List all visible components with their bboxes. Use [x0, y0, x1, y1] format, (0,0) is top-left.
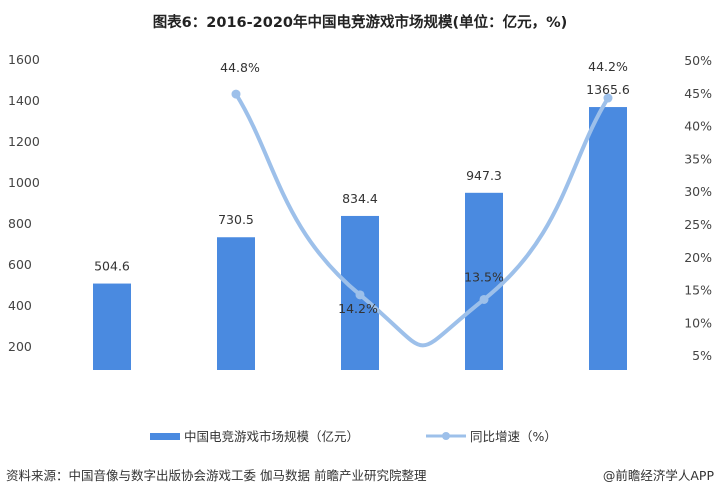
right-tick-label: 5% — [692, 348, 712, 363]
left-tick-label: 1600 — [8, 52, 40, 67]
right-tick-label: 30% — [684, 184, 712, 199]
left-tick-label: 600 — [8, 257, 32, 272]
right-axis: 5% 10% 15% 20% 25% 30% 35% 40% 45% 50% — [684, 53, 712, 363]
data-labels: 504.6 730.5 834.4 947.3 1365.6 44.8% 14.2% 13.5… — [94, 59, 630, 316]
left-tick-label: 1000 — [8, 175, 40, 190]
bar-value-label: 947.3 — [466, 168, 502, 183]
right-tick-label: 45% — [684, 86, 712, 101]
bar-value-label: 504.6 — [94, 259, 130, 274]
credit: @前瞻经济学人APP — [603, 468, 715, 483]
bar-2017 — [217, 237, 255, 370]
right-tick-label: 40% — [684, 119, 712, 134]
growth-value-label: 44.8% — [220, 60, 260, 75]
bar-value-label: 730.5 — [218, 212, 254, 227]
growth-point-2020 — [603, 93, 613, 103]
right-tick-label: 10% — [684, 315, 712, 330]
right-tick-label: 20% — [684, 250, 712, 265]
right-tick-label: 50% — [684, 53, 712, 68]
right-tick-label: 35% — [684, 151, 712, 166]
source-note: 资料来源：中国音像与数字出版协会游戏工委 伽马数据 前瞻产业研究院整理 — [6, 468, 427, 483]
right-tick-label: 25% — [684, 217, 712, 232]
growth-point-2017 — [231, 89, 241, 99]
left-tick-label: 800 — [8, 216, 32, 231]
legend-line-marker — [442, 432, 450, 440]
bar-2016 — [93, 283, 131, 370]
bar-series — [93, 107, 627, 370]
bar-value-label: 1365.6 — [586, 82, 630, 97]
right-tick-label: 15% — [684, 283, 712, 298]
line-series — [231, 89, 613, 348]
legend: 中国电竞游戏市场规模（亿元） 同比增速（%） — [150, 429, 557, 444]
legend-line-label: 同比增速（%） — [470, 429, 557, 444]
legend-bar-swatch — [150, 433, 180, 440]
legend-bar-label: 中国电竞游戏市场规模（亿元） — [184, 429, 359, 444]
growth-value-label: 13.5% — [464, 269, 504, 284]
growth-value-label: 14.2% — [338, 301, 378, 316]
bar-2020 — [589, 107, 627, 370]
left-axis: 200 400 600 800 1000 1200 1400 1600 — [8, 52, 40, 354]
growth-value-label: 44.2% — [588, 59, 628, 74]
growth-point-2018 — [355, 290, 365, 300]
left-tick-label: 400 — [8, 298, 32, 313]
bar-2019 — [465, 192, 503, 370]
left-tick-label: 1200 — [8, 134, 40, 149]
growth-point-2019 — [479, 294, 489, 304]
bar-value-label: 834.4 — [342, 191, 378, 206]
left-tick-label: 200 — [8, 339, 32, 354]
chart-title: 图表6：2016-2020年中国电竞游戏市场规模(单位：亿元，%) — [153, 13, 568, 31]
growth-line — [234, 93, 610, 348]
left-tick-label: 1400 — [8, 93, 40, 108]
